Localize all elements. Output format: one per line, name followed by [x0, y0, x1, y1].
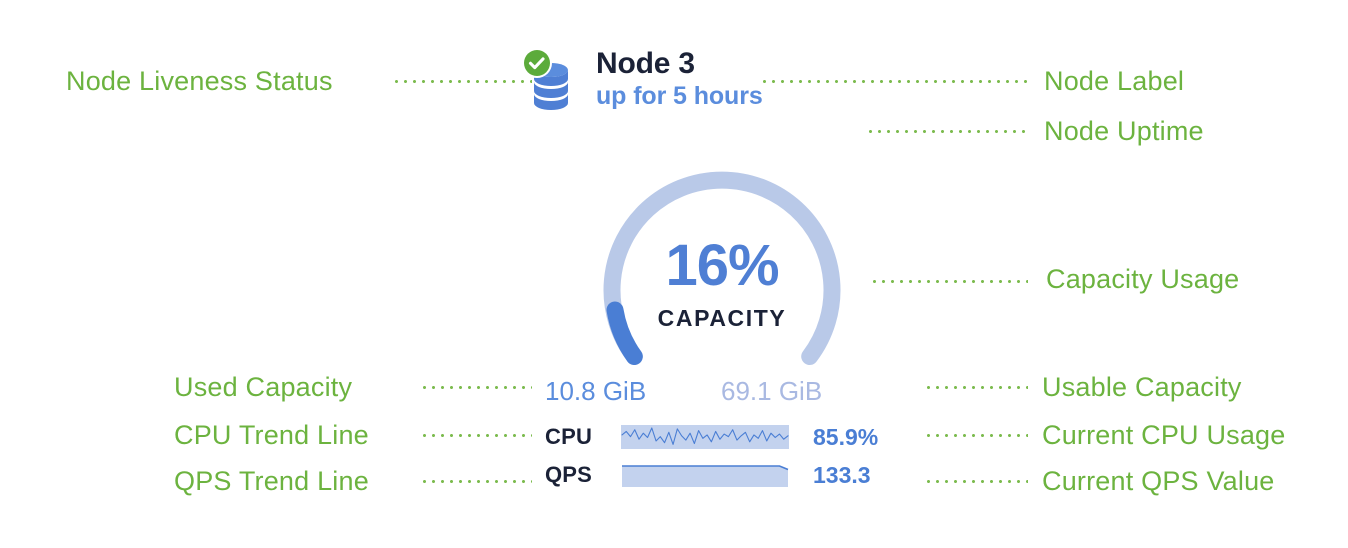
annotation-label: Current CPU Usage	[1042, 420, 1286, 450]
annotation-label: Used Capacity	[174, 372, 353, 402]
annotation-node-label: Node Label	[1044, 68, 1184, 95]
capacity-values-row: 10.8 GiB 69.1 GiB	[545, 376, 915, 407]
annotation-label: CPU Trend Line	[174, 420, 369, 450]
metric-value-qps: 133.3	[813, 461, 871, 488]
liveness-check-badge	[522, 48, 552, 78]
database-live-check-icon[interactable]	[520, 46, 582, 130]
node-label-text[interactable]: Node 3	[596, 47, 695, 80]
annotation-label: Node Uptime	[1044, 116, 1204, 146]
leader-cpu-trend-line	[420, 434, 532, 437]
metrics-list: CPU 85.9% QPS 133.3	[545, 418, 925, 494]
capacity-gauge[interactable]: 16% CAPACITY	[562, 158, 882, 390]
annotation-current-cpu-usage: Current CPU Usage	[1042, 422, 1286, 449]
leader-qps-trend-line	[420, 480, 532, 483]
metric-row-cpu[interactable]: CPU 85.9%	[545, 418, 925, 456]
leader-usable-capacity	[924, 386, 1028, 389]
annotation-label: Current QPS Value	[1042, 466, 1275, 496]
annotation-label: QPS Trend Line	[174, 466, 369, 496]
sparkline-path	[621, 427, 789, 445]
annotation-label: Node Label	[1044, 66, 1185, 96]
sparkline-area	[622, 466, 788, 487]
cpu-sparkline[interactable]	[621, 425, 789, 449]
leader-node-liveness-status	[392, 80, 532, 83]
annotation-node-liveness-status: Node Liveness Status	[66, 68, 333, 95]
used-capacity-value: 10.8 GiB	[545, 376, 647, 406]
annotation-used-capacity: Used Capacity	[174, 374, 352, 401]
metric-row-qps[interactable]: QPS 133.3	[545, 456, 925, 494]
node-text-block: Node 3 up for 5 hours	[596, 46, 763, 113]
leader-node-label	[760, 80, 1030, 83]
sparkline-path	[622, 465, 789, 471]
annotation-current-qps-value: Current QPS Value	[1042, 468, 1275, 495]
metric-value-cpu: 85.9%	[813, 423, 879, 450]
gauge-track	[603, 171, 841, 365]
annotation-capacity-usage: Capacity Usage	[1046, 266, 1239, 293]
annotation-qps-trend-line: QPS Trend Line	[174, 468, 369, 495]
annotation-cpu-trend-line: CPU Trend Line	[174, 422, 369, 449]
metric-name-cpu: CPU	[545, 424, 593, 449]
annotation-usable-capacity: Usable Capacity	[1042, 374, 1242, 401]
leader-used-capacity	[420, 386, 532, 389]
leader-capacity-usage	[870, 280, 1028, 283]
leader-current-qps-value	[924, 480, 1028, 483]
leader-node-uptime	[866, 130, 1030, 133]
node-uptime-text: up for 5 hours	[596, 82, 763, 111]
node-summary-card[interactable]: Node 3 up for 5 hours 16% CAPACITY 10.8 …	[520, 46, 920, 506]
gauge-fill	[606, 301, 643, 365]
node-header: Node 3 up for 5 hours	[520, 46, 763, 130]
metric-name-qps: QPS	[545, 462, 593, 487]
usable-capacity-value: 69.1 GiB	[721, 376, 823, 406]
annotation-node-uptime: Node Uptime	[1044, 118, 1204, 145]
qps-sparkline[interactable]	[621, 463, 789, 487]
annotation-label: Capacity Usage	[1046, 264, 1240, 294]
annotation-label: Node Liveness Status	[66, 66, 333, 96]
leader-current-cpu-usage	[924, 434, 1028, 437]
annotation-label: Usable Capacity	[1042, 372, 1242, 402]
